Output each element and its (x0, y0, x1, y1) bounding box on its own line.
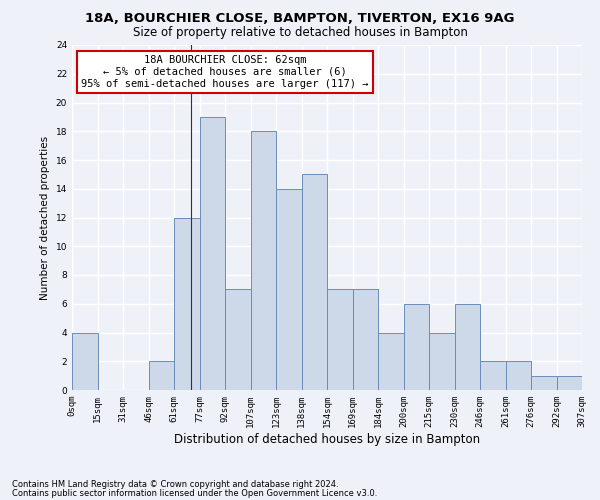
Text: Contains HM Land Registry data © Crown copyright and database right 2024.: Contains HM Land Registry data © Crown c… (12, 480, 338, 489)
Bar (327, 290, 353, 390)
Bar (276, 188, 302, 390)
Text: Contains public sector information licensed under the Open Government Licence v3: Contains public sector information licen… (12, 489, 377, 498)
Bar (353, 290, 378, 390)
Bar (72, 332, 97, 390)
Bar (174, 218, 199, 390)
X-axis label: Distribution of detached houses by size in Bampton: Distribution of detached houses by size … (174, 432, 480, 446)
Text: 18A BOURCHIER CLOSE: 62sqm
← 5% of detached houses are smaller (6)
95% of semi-d: 18A BOURCHIER CLOSE: 62sqm ← 5% of detac… (81, 56, 369, 88)
Bar (149, 361, 174, 390)
Bar (429, 332, 455, 390)
Bar (199, 117, 225, 390)
Text: 18A, BOURCHIER CLOSE, BAMPTON, TIVERTON, EX16 9AG: 18A, BOURCHIER CLOSE, BAMPTON, TIVERTON,… (85, 12, 515, 26)
Bar (404, 304, 429, 390)
Bar (531, 376, 557, 390)
Bar (251, 131, 276, 390)
Y-axis label: Number of detached properties: Number of detached properties (40, 136, 50, 300)
Text: Size of property relative to detached houses in Bampton: Size of property relative to detached ho… (133, 26, 467, 39)
Bar (505, 361, 531, 390)
Bar (378, 332, 404, 390)
Bar (455, 304, 480, 390)
Bar (557, 376, 582, 390)
Bar (302, 174, 327, 390)
Bar (480, 361, 505, 390)
Bar (225, 290, 251, 390)
